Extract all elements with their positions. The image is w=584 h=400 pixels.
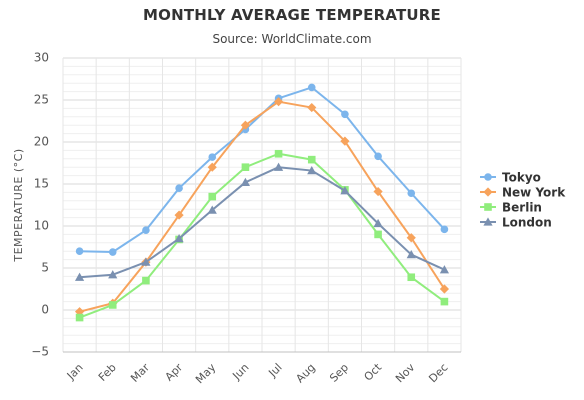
data-point-london [439,265,450,274]
y-tick-label: 0 [41,303,49,317]
data-point-new-york [273,97,284,107]
chart-title: MONTHLY AVERAGE TEMPERATURE [143,6,441,24]
data-point-london [207,205,217,214]
data-point-london [373,218,383,228]
y-axis: −5 0 5 10 15 20 25 30 [31,51,49,359]
data-point-tokyo [307,83,316,92]
data-point-berlin [208,192,217,201]
data-point-new-york [174,210,184,220]
data-point-berlin [407,273,416,282]
x-tick-label: Nov [393,361,418,386]
legend-label-berlin: Berlin [502,201,542,215]
data-point-london [307,165,317,175]
data-point-tokyo [208,153,217,161]
data-point-berlin [142,276,150,285]
series-london [74,162,450,281]
legend-label-tokyo: Tokyo [502,171,541,185]
data-point-tokyo [407,189,416,198]
data-point-london [273,162,284,171]
series-berlin [75,149,449,322]
data-point-london [174,234,184,243]
data-point-berlin [75,313,84,322]
data-point-berlin [374,230,382,239]
data-point-london [74,272,85,281]
legend-marker-tokyo [484,173,492,181]
y-tick-label: 15 [34,177,49,191]
data-point-tokyo [142,226,150,234]
chart-subtitle: Source: WorldClimate.com [212,32,372,46]
x-tick-label: Apr [163,361,186,384]
data-point-berlin [108,301,117,309]
data-point-tokyo [440,225,449,234]
data-point-new-york [240,120,251,130]
legend-marker-new-york [483,187,493,197]
data-point-berlin [274,149,283,158]
y-axis-label: TEMPERATURE (°C) [12,148,25,262]
legend-item-berlin[interactable]: Berlin [480,201,542,215]
x-tick-label: Jan [64,361,86,383]
data-point-new-york [340,136,350,146]
y-tick-label: 5 [41,261,49,275]
data-point-tokyo [175,184,183,192]
series-line-new-york [79,100,446,313]
y-tick-label: 25 [34,93,49,107]
y-tick-label: −5 [31,345,49,359]
data-point-berlin [241,163,250,171]
data-point-london [240,177,251,186]
data-point-london [406,249,416,259]
legend-marker-berlin [484,203,492,211]
data-point-new-york [207,162,217,172]
x-tick-label: Dec [426,361,450,385]
data-point-london [108,270,118,279]
data-point-berlin [440,297,449,306]
series-layer [74,83,450,322]
y-tick-label: 20 [34,135,49,149]
data-point-berlin [307,155,316,164]
legend-label-new-york: New York [502,186,566,200]
legend-marker-london [483,217,493,226]
x-tick-label: May [193,361,219,387]
x-tick-label: Aug [293,361,317,385]
data-point-new-york [439,284,450,294]
data-point-tokyo [374,152,382,161]
legend-item-london[interactable]: London [480,216,552,230]
y-tick-label: 10 [34,219,49,233]
x-tick-label: Mar [128,361,152,385]
data-point-new-york [307,102,317,113]
data-point-new-york [373,186,383,197]
data-point-tokyo [75,247,84,255]
data-point-tokyo [108,248,117,256]
data-point-london [141,257,151,266]
x-tick-label: Oct [362,360,385,383]
x-tick-label: Sep [327,361,351,385]
x-tick-label: Feb [96,361,119,384]
data-point-tokyo [341,110,349,119]
x-tick-label: Jul [265,361,284,380]
legend-item-tokyo[interactable]: Tokyo [480,171,541,185]
legend-label-london: London [502,216,552,230]
y-tick-label: 30 [34,51,49,65]
x-tick-label: Jun [229,361,251,383]
series-line-berlin [79,152,446,319]
chart-grid [62,57,462,353]
legend-item-new-york[interactable]: New York [480,186,566,200]
x-axis: Jan Feb Mar Apr May Jun Jul Aug Sep Oct Nov Dec [64,360,451,386]
series-line-london [79,166,445,279]
data-point-london [340,186,350,195]
data-point-new-york [406,233,416,243]
